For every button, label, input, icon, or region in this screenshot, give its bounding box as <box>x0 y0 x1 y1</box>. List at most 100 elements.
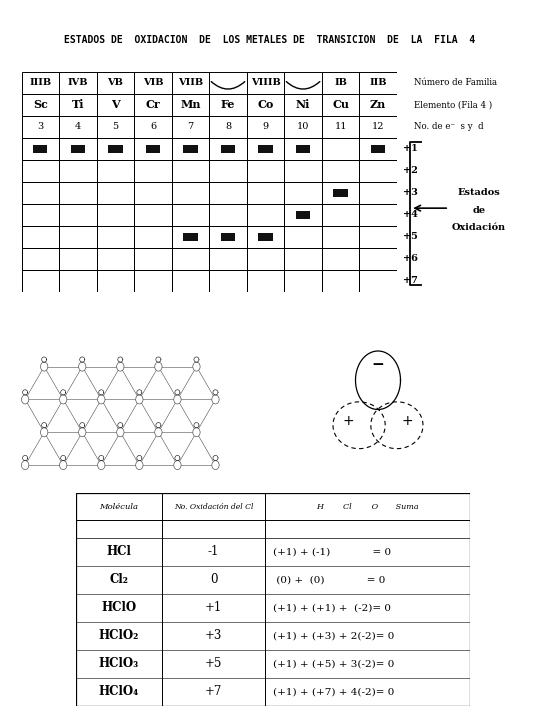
Bar <box>360 270 397 292</box>
Bar <box>247 178 284 179</box>
Text: Oxidación: Oxidación <box>452 223 506 233</box>
Bar <box>247 205 284 206</box>
Bar <box>285 226 322 248</box>
Bar <box>172 204 209 226</box>
Bar <box>134 208 172 209</box>
Bar <box>285 189 322 190</box>
Bar <box>209 181 247 204</box>
Bar <box>360 163 397 164</box>
Bar <box>134 245 172 246</box>
Bar <box>22 194 59 195</box>
Bar <box>322 164 360 165</box>
Bar <box>172 173 209 174</box>
Bar <box>247 270 284 292</box>
Bar <box>209 206 247 207</box>
Bar <box>97 206 134 207</box>
Bar <box>322 145 360 146</box>
Text: 7: 7 <box>187 122 194 132</box>
Text: IVB: IVB <box>68 78 88 87</box>
Bar <box>172 270 209 292</box>
Bar <box>172 162 209 163</box>
Bar <box>172 291 209 292</box>
Bar <box>322 162 360 163</box>
Bar <box>247 160 284 182</box>
Bar <box>97 202 134 203</box>
Bar <box>322 181 360 182</box>
Bar <box>209 166 247 167</box>
Bar <box>285 72 322 94</box>
Bar <box>285 198 322 199</box>
Bar <box>172 216 209 217</box>
Bar <box>59 196 97 197</box>
Bar <box>59 270 97 292</box>
Bar <box>109 145 123 153</box>
Bar <box>134 244 172 245</box>
Bar <box>134 220 172 221</box>
Bar <box>172 281 209 282</box>
Bar <box>134 232 172 233</box>
Bar <box>247 194 284 195</box>
Bar <box>59 190 97 191</box>
Bar <box>247 225 284 226</box>
Bar <box>172 199 209 200</box>
Bar <box>209 225 247 226</box>
Text: (+1) + (+5) + 3(-2)= 0: (+1) + (+5) + 3(-2)= 0 <box>273 660 394 668</box>
Bar <box>247 179 284 180</box>
Bar <box>322 152 360 153</box>
Text: Molécula: Molécula <box>99 503 138 510</box>
Bar <box>59 173 97 174</box>
Bar <box>247 186 284 187</box>
Text: 4: 4 <box>75 122 81 132</box>
Text: +1: +1 <box>205 601 222 614</box>
Bar <box>134 212 172 213</box>
Bar <box>59 165 97 166</box>
Bar <box>172 280 209 281</box>
Bar <box>247 181 284 182</box>
Circle shape <box>136 395 143 404</box>
Bar <box>209 169 247 170</box>
Bar <box>322 94 360 116</box>
Bar <box>172 257 209 258</box>
Bar <box>59 270 97 292</box>
Bar <box>172 207 209 208</box>
Circle shape <box>40 362 48 371</box>
Bar <box>184 145 198 153</box>
Bar <box>134 138 172 160</box>
Bar <box>134 217 172 218</box>
Bar <box>247 171 284 172</box>
Bar <box>247 226 284 248</box>
Bar <box>97 222 134 223</box>
Bar <box>209 204 247 226</box>
Bar <box>209 196 247 197</box>
Bar <box>285 160 322 182</box>
Bar <box>322 148 360 149</box>
Bar <box>172 160 209 161</box>
Bar <box>209 266 247 267</box>
Bar <box>247 193 284 194</box>
Bar <box>97 209 134 210</box>
Bar <box>247 196 284 197</box>
Bar <box>172 248 209 270</box>
Bar <box>247 220 284 221</box>
Bar <box>247 204 284 226</box>
Bar <box>209 220 247 221</box>
Bar <box>172 169 209 170</box>
Bar <box>209 264 247 265</box>
Circle shape <box>174 395 181 404</box>
Bar <box>59 164 97 165</box>
Bar <box>247 219 284 220</box>
Bar <box>172 250 209 251</box>
Bar <box>22 160 59 182</box>
Bar <box>322 156 360 157</box>
Bar <box>360 270 397 292</box>
Bar <box>285 187 322 188</box>
Bar <box>209 250 247 251</box>
Bar <box>134 160 172 161</box>
Bar <box>97 216 134 217</box>
Bar <box>97 210 134 211</box>
Bar <box>134 218 172 219</box>
Bar <box>134 160 172 182</box>
Text: +7: +7 <box>205 685 222 698</box>
Bar <box>247 222 284 223</box>
Bar <box>209 172 247 173</box>
